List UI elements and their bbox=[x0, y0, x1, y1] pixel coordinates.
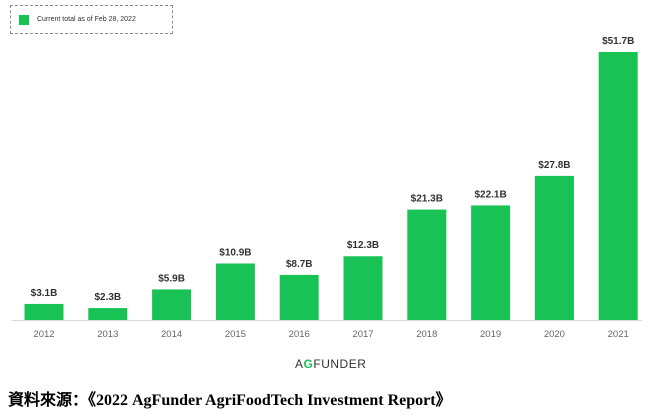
legend: Current total as of Feb 28, 2022 bbox=[10, 5, 173, 34]
value-label-2020: $27.8B bbox=[538, 160, 570, 171]
x-tick-2012: 2012 bbox=[33, 329, 54, 340]
x-tick-2019: 2019 bbox=[480, 329, 501, 340]
agfunder-logo: AGFUNDER bbox=[295, 357, 366, 371]
value-label-2012: $3.1B bbox=[31, 288, 58, 299]
value-label-2019: $22.1B bbox=[474, 189, 506, 200]
legend-label: Current total as of Feb 28, 2022 bbox=[37, 16, 136, 23]
bar-2020 bbox=[534, 175, 574, 320]
x-tick-2013: 2013 bbox=[97, 329, 118, 340]
bar-2013 bbox=[88, 308, 128, 320]
x-tick-2017: 2017 bbox=[352, 329, 373, 340]
value-label-2015: $10.9B bbox=[219, 247, 251, 258]
bar-2016 bbox=[279, 274, 319, 320]
bar-2015 bbox=[215, 263, 255, 320]
bar-2018 bbox=[407, 209, 447, 320]
logo-letter-a: A bbox=[295, 357, 304, 371]
value-label-2013: $2.3B bbox=[94, 292, 121, 303]
legend-swatch bbox=[19, 15, 29, 25]
value-label-2017: $12.3B bbox=[347, 240, 379, 251]
value-label-2021: $51.7B bbox=[602, 36, 634, 47]
x-tick-2016: 2016 bbox=[289, 329, 310, 340]
x-tick-2015: 2015 bbox=[225, 329, 246, 340]
logo-letters-funder: FUNDER bbox=[313, 357, 367, 371]
value-label-2016: $8.7B bbox=[286, 259, 313, 270]
bar-2012 bbox=[24, 303, 64, 320]
logo-letter-g: G bbox=[303, 357, 314, 371]
bar-2017 bbox=[343, 256, 383, 320]
bar-2014 bbox=[152, 289, 192, 320]
x-tick-2014: 2014 bbox=[161, 329, 182, 340]
x-tick-2021: 2021 bbox=[608, 329, 629, 340]
x-tick-2018: 2018 bbox=[416, 329, 437, 340]
value-label-2018: $21.3B bbox=[411, 194, 443, 205]
bar-2021 bbox=[598, 52, 638, 320]
source-caption: 資料來源：《2022 AgFunder AgriFoodTech Investm… bbox=[8, 392, 452, 409]
x-tick-2020: 2020 bbox=[544, 329, 565, 340]
bar-2019 bbox=[471, 205, 511, 320]
value-label-2014: $5.9B bbox=[158, 273, 185, 284]
